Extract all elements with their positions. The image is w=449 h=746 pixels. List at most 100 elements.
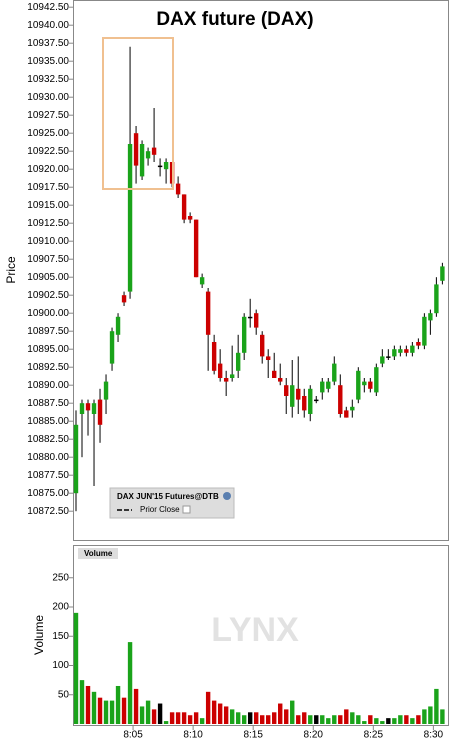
candle-body — [157, 165, 163, 168]
candle-body — [235, 352, 241, 371]
candle-body — [181, 194, 187, 220]
volume-bar — [109, 700, 115, 724]
legend-checkbox[interactable] — [182, 505, 191, 514]
candle-body — [241, 316, 247, 353]
volume-axis-label: Volume — [32, 615, 46, 655]
candle-body — [199, 277, 205, 285]
volume-tick-label: 150 — [52, 631, 69, 642]
volume-bar — [181, 712, 187, 724]
volume-tab — [78, 548, 118, 559]
candle-body — [175, 183, 181, 195]
candle-body — [368, 381, 373, 389]
volume-bar — [97, 697, 103, 724]
volume-tick-label: 250 — [52, 572, 69, 583]
volume-bar — [308, 715, 313, 724]
y-tick-label: 10892.50 — [27, 362, 69, 373]
volume-tab-label: Volume — [84, 549, 113, 558]
y-tick-label: 10932.50 — [27, 74, 69, 85]
volume-bar — [266, 715, 271, 724]
x-tick-label: 8:30 — [424, 730, 444, 741]
y-tick-label: 10885.00 — [27, 416, 69, 427]
volume-bar — [302, 712, 307, 724]
volume-tick-label: 50 — [58, 689, 70, 700]
y-tick-label: 10942.50 — [27, 2, 69, 13]
candle-body — [211, 342, 217, 371]
candle-body — [314, 399, 319, 402]
candle-body — [205, 291, 211, 335]
volume-bar — [260, 715, 265, 724]
grid — [69, 6, 434, 730]
highlight-box — [102, 37, 174, 190]
candle-body — [296, 388, 301, 400]
candle-body — [73, 424, 79, 494]
volume-bar — [127, 642, 133, 724]
y-tick-label: 10900.00 — [27, 308, 69, 319]
volume-bar — [247, 712, 253, 724]
volume-bar — [272, 712, 277, 724]
volume-bar — [73, 612, 79, 724]
volume-bar — [320, 715, 325, 724]
volume-bar — [278, 703, 283, 724]
y-tick-label: 10897.50 — [27, 326, 69, 337]
volume-bar — [386, 718, 391, 724]
candle-body — [193, 219, 199, 278]
candle-body — [223, 378, 229, 382]
candle-body — [139, 144, 145, 177]
x-tick-label: 8:25 — [364, 730, 384, 741]
volume-bar — [211, 700, 217, 724]
candle-body — [103, 381, 109, 400]
candle-body — [91, 403, 97, 414]
volume-bar — [217, 703, 223, 724]
volume-bar — [380, 721, 385, 724]
volume-bar — [235, 712, 241, 724]
candle-body — [109, 331, 115, 364]
volume-bar — [392, 718, 397, 724]
candle-body — [344, 410, 349, 418]
volume-tick-label: 200 — [52, 602, 69, 613]
volume-bar — [253, 712, 259, 724]
volume-bar — [169, 712, 175, 724]
candle-body — [121, 295, 127, 303]
candle-body — [416, 342, 421, 346]
volume-bar — [91, 691, 97, 724]
marks — [73, 46, 445, 724]
volume-bar — [350, 712, 355, 724]
x-tick-label: 8:15 — [243, 730, 263, 741]
y-tick-label: 10890.00 — [27, 380, 69, 391]
candle-body — [79, 403, 85, 414]
volume-bar — [368, 715, 373, 724]
volume-bar — [374, 718, 379, 724]
volume-bar — [85, 685, 91, 724]
candle-body — [380, 356, 385, 364]
y-tick-label: 10927.50 — [27, 110, 69, 121]
candle-body — [284, 385, 289, 396]
legend-icon — [223, 492, 231, 500]
candle-body — [404, 349, 409, 353]
y-tick-label: 10905.00 — [27, 272, 69, 283]
candle-body — [217, 363, 223, 378]
volume-bar — [223, 706, 229, 724]
volume-bar — [410, 718, 415, 724]
y-tick-label: 10877.50 — [27, 470, 69, 481]
volume-bar — [416, 715, 421, 724]
volume-bar — [326, 718, 331, 724]
candle-body — [187, 216, 193, 220]
volume-bar — [356, 715, 361, 724]
y-tick-label: 10875.00 — [27, 488, 69, 499]
candle-body — [434, 284, 439, 314]
y-tick-label: 10937.50 — [27, 38, 69, 49]
x-tick-label: 8:10 — [183, 730, 203, 741]
y-axis-label: Price — [4, 256, 18, 284]
y-tick-label: 10902.50 — [27, 290, 69, 301]
y-tick-label: 10917.50 — [27, 182, 69, 193]
volume-tick-label: 100 — [52, 660, 69, 671]
candle-body — [422, 316, 427, 346]
candle-body — [428, 313, 433, 321]
x-tick-label: 8:20 — [304, 730, 324, 741]
y-tick-label: 10882.50 — [27, 434, 69, 445]
volume-bar — [422, 709, 427, 724]
y-tick-label: 10930.00 — [27, 92, 69, 103]
candle-body — [356, 370, 361, 400]
candle-body — [410, 345, 415, 353]
watermark: LYNX — [211, 611, 299, 649]
